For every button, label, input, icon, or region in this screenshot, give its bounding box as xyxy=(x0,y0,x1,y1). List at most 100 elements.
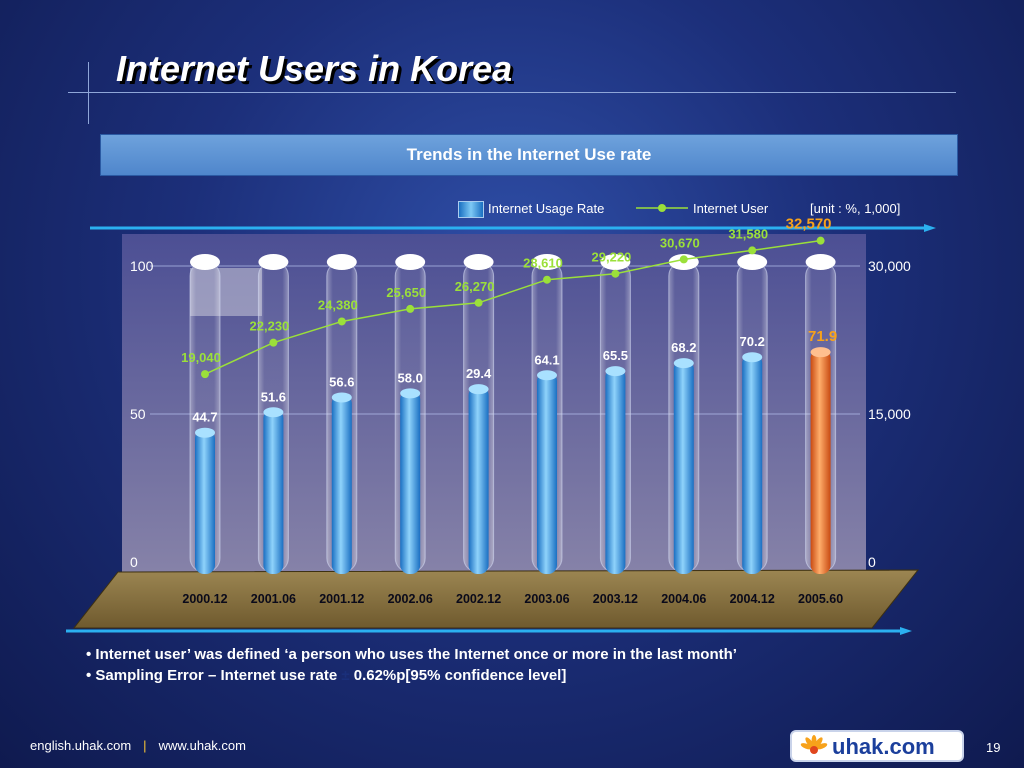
line-point xyxy=(269,338,278,347)
line-point xyxy=(543,275,551,284)
internet-user-line xyxy=(204,239,821,375)
line-point xyxy=(748,246,757,255)
legend-line-swatch xyxy=(636,204,688,212)
x-category-label: 2000.12 xyxy=(182,592,227,606)
bar-data-label: 64.1 xyxy=(534,352,559,367)
bar-cap xyxy=(468,384,489,395)
line-point xyxy=(816,236,825,245)
bar xyxy=(742,354,763,574)
slide-title: Internet Users in Korea xyxy=(116,48,513,89)
footnote-2-text: • Sampling Error – Internet use rate xyxy=(86,667,342,684)
uhak-logo: uhak.com xyxy=(790,730,964,762)
bar-tube-top xyxy=(600,254,631,270)
line-data-label: 29,220 xyxy=(592,250,632,265)
bar xyxy=(263,409,284,574)
plus-minus-sign: ± xyxy=(341,667,350,684)
x-category-label: 2001.12 xyxy=(319,592,364,606)
bar-cap xyxy=(400,388,421,399)
bar-cap xyxy=(673,358,694,369)
bar-tube-top xyxy=(737,254,768,270)
bar xyxy=(468,386,489,574)
footnote-1: • Internet user’ was defined ‘a person w… xyxy=(86,646,737,663)
bar-cap xyxy=(263,407,284,418)
bar-cap xyxy=(742,352,763,363)
logo-flower-icon xyxy=(800,735,828,754)
bar-data-label: 65.5 xyxy=(603,348,628,363)
bottom-accent-arrow xyxy=(900,627,912,635)
y-left-tick-label: 0 xyxy=(130,554,138,570)
footnote-2: • Sampling Error – Internet use rate ± 0… xyxy=(86,665,737,686)
x-category-label: 2002.12 xyxy=(456,592,501,606)
chart-subtitle: Trends in the Internet Use rate xyxy=(406,145,652,164)
title-rule xyxy=(68,92,956,93)
bar-data-label: 58.0 xyxy=(398,370,423,385)
bar-data-label: 29.4 xyxy=(466,366,492,381)
line-data-label: 32,570 xyxy=(786,216,832,233)
footnote-2-value: 0.62%p[95% confidence level] xyxy=(353,667,567,684)
chart-subtitle-bar: Trends in the Internet Use rate xyxy=(100,134,958,176)
bar-data-label: 44.7 xyxy=(192,410,217,425)
top-accent-arrow xyxy=(924,224,936,232)
x-category-label: 2005.60 xyxy=(798,592,843,606)
legend-unit: [unit : %, 1,000] xyxy=(810,201,901,216)
y-right-tick-label: 0 xyxy=(868,554,876,570)
line-point xyxy=(679,255,688,264)
logo-text: uhak.com xyxy=(832,734,935,759)
bar xyxy=(331,394,352,574)
bar-data-label: 71.9 xyxy=(808,328,837,345)
footnotes: • Internet user’ was defined ‘a person w… xyxy=(86,644,737,686)
bar-cap xyxy=(810,347,831,358)
legend-line-label: Internet User xyxy=(693,201,769,216)
chart: 0 50 100 0 15,000 30,000 19,040 22,230 24,380 25,… xyxy=(66,216,936,635)
bar xyxy=(673,360,694,574)
bar xyxy=(400,390,421,574)
footer-separator: | xyxy=(143,738,147,753)
y-left-tick-label: 50 xyxy=(130,406,146,422)
bar-tube-top xyxy=(326,254,357,270)
legend-bar-label: Internet Usage Rate xyxy=(488,201,605,216)
x-category-label: 2001.06 xyxy=(251,592,296,606)
bar-cap xyxy=(195,427,215,438)
page-number: 19 xyxy=(986,740,1001,755)
bar-tube-top xyxy=(532,254,562,270)
bar-data-label: 56.6 xyxy=(329,374,354,389)
bar xyxy=(195,429,215,574)
bar-tube-top xyxy=(395,254,426,270)
bar xyxy=(605,368,626,574)
y-left-tick-label: 100 xyxy=(130,258,154,274)
y-right-tick-label: 30,000 xyxy=(868,258,911,274)
bar-data-label: 68.2 xyxy=(671,340,696,355)
legend-bar-swatch xyxy=(458,201,484,218)
footer-link-english[interactable]: english.uhak.com xyxy=(30,738,132,753)
line-point xyxy=(337,317,346,326)
line-data-label: 28,610 xyxy=(523,256,563,271)
line-point xyxy=(611,269,620,278)
footer-link-www[interactable]: www.uhak.com xyxy=(158,738,246,753)
x-category-label: 2003.12 xyxy=(593,592,638,606)
bar-cap xyxy=(331,392,352,403)
chart-floor xyxy=(72,569,920,629)
line-point xyxy=(474,298,483,307)
bar-tube-top xyxy=(190,254,220,270)
bar-tube-top xyxy=(463,254,494,270)
line-data-label: 19,040 xyxy=(181,350,221,365)
x-category-label: 2002.06 xyxy=(388,592,433,606)
bar xyxy=(537,372,557,574)
bar-data-label: 51.6 xyxy=(261,389,286,404)
bar xyxy=(810,349,831,574)
footer-links: english.uhak.com | www.uhak.com xyxy=(30,738,246,753)
title-vertical-rule xyxy=(88,62,89,124)
line-point xyxy=(406,304,415,313)
bar-cap xyxy=(605,366,626,377)
bar-data-label: 70.2 xyxy=(740,334,765,349)
line-data-label: 25,650 xyxy=(386,285,426,300)
y-right-tick-label: 15,000 xyxy=(868,406,911,422)
x-category-label: 2004.12 xyxy=(730,592,775,606)
line-data-label: 24,380 xyxy=(318,297,358,312)
line-data-label: 26,270 xyxy=(455,279,495,294)
line-data-label: 30,670 xyxy=(660,235,700,250)
bar-tube-top xyxy=(805,254,836,270)
x-category-label: 2004.06 xyxy=(661,592,706,606)
line-point xyxy=(201,370,209,379)
bar-cap xyxy=(537,370,557,381)
